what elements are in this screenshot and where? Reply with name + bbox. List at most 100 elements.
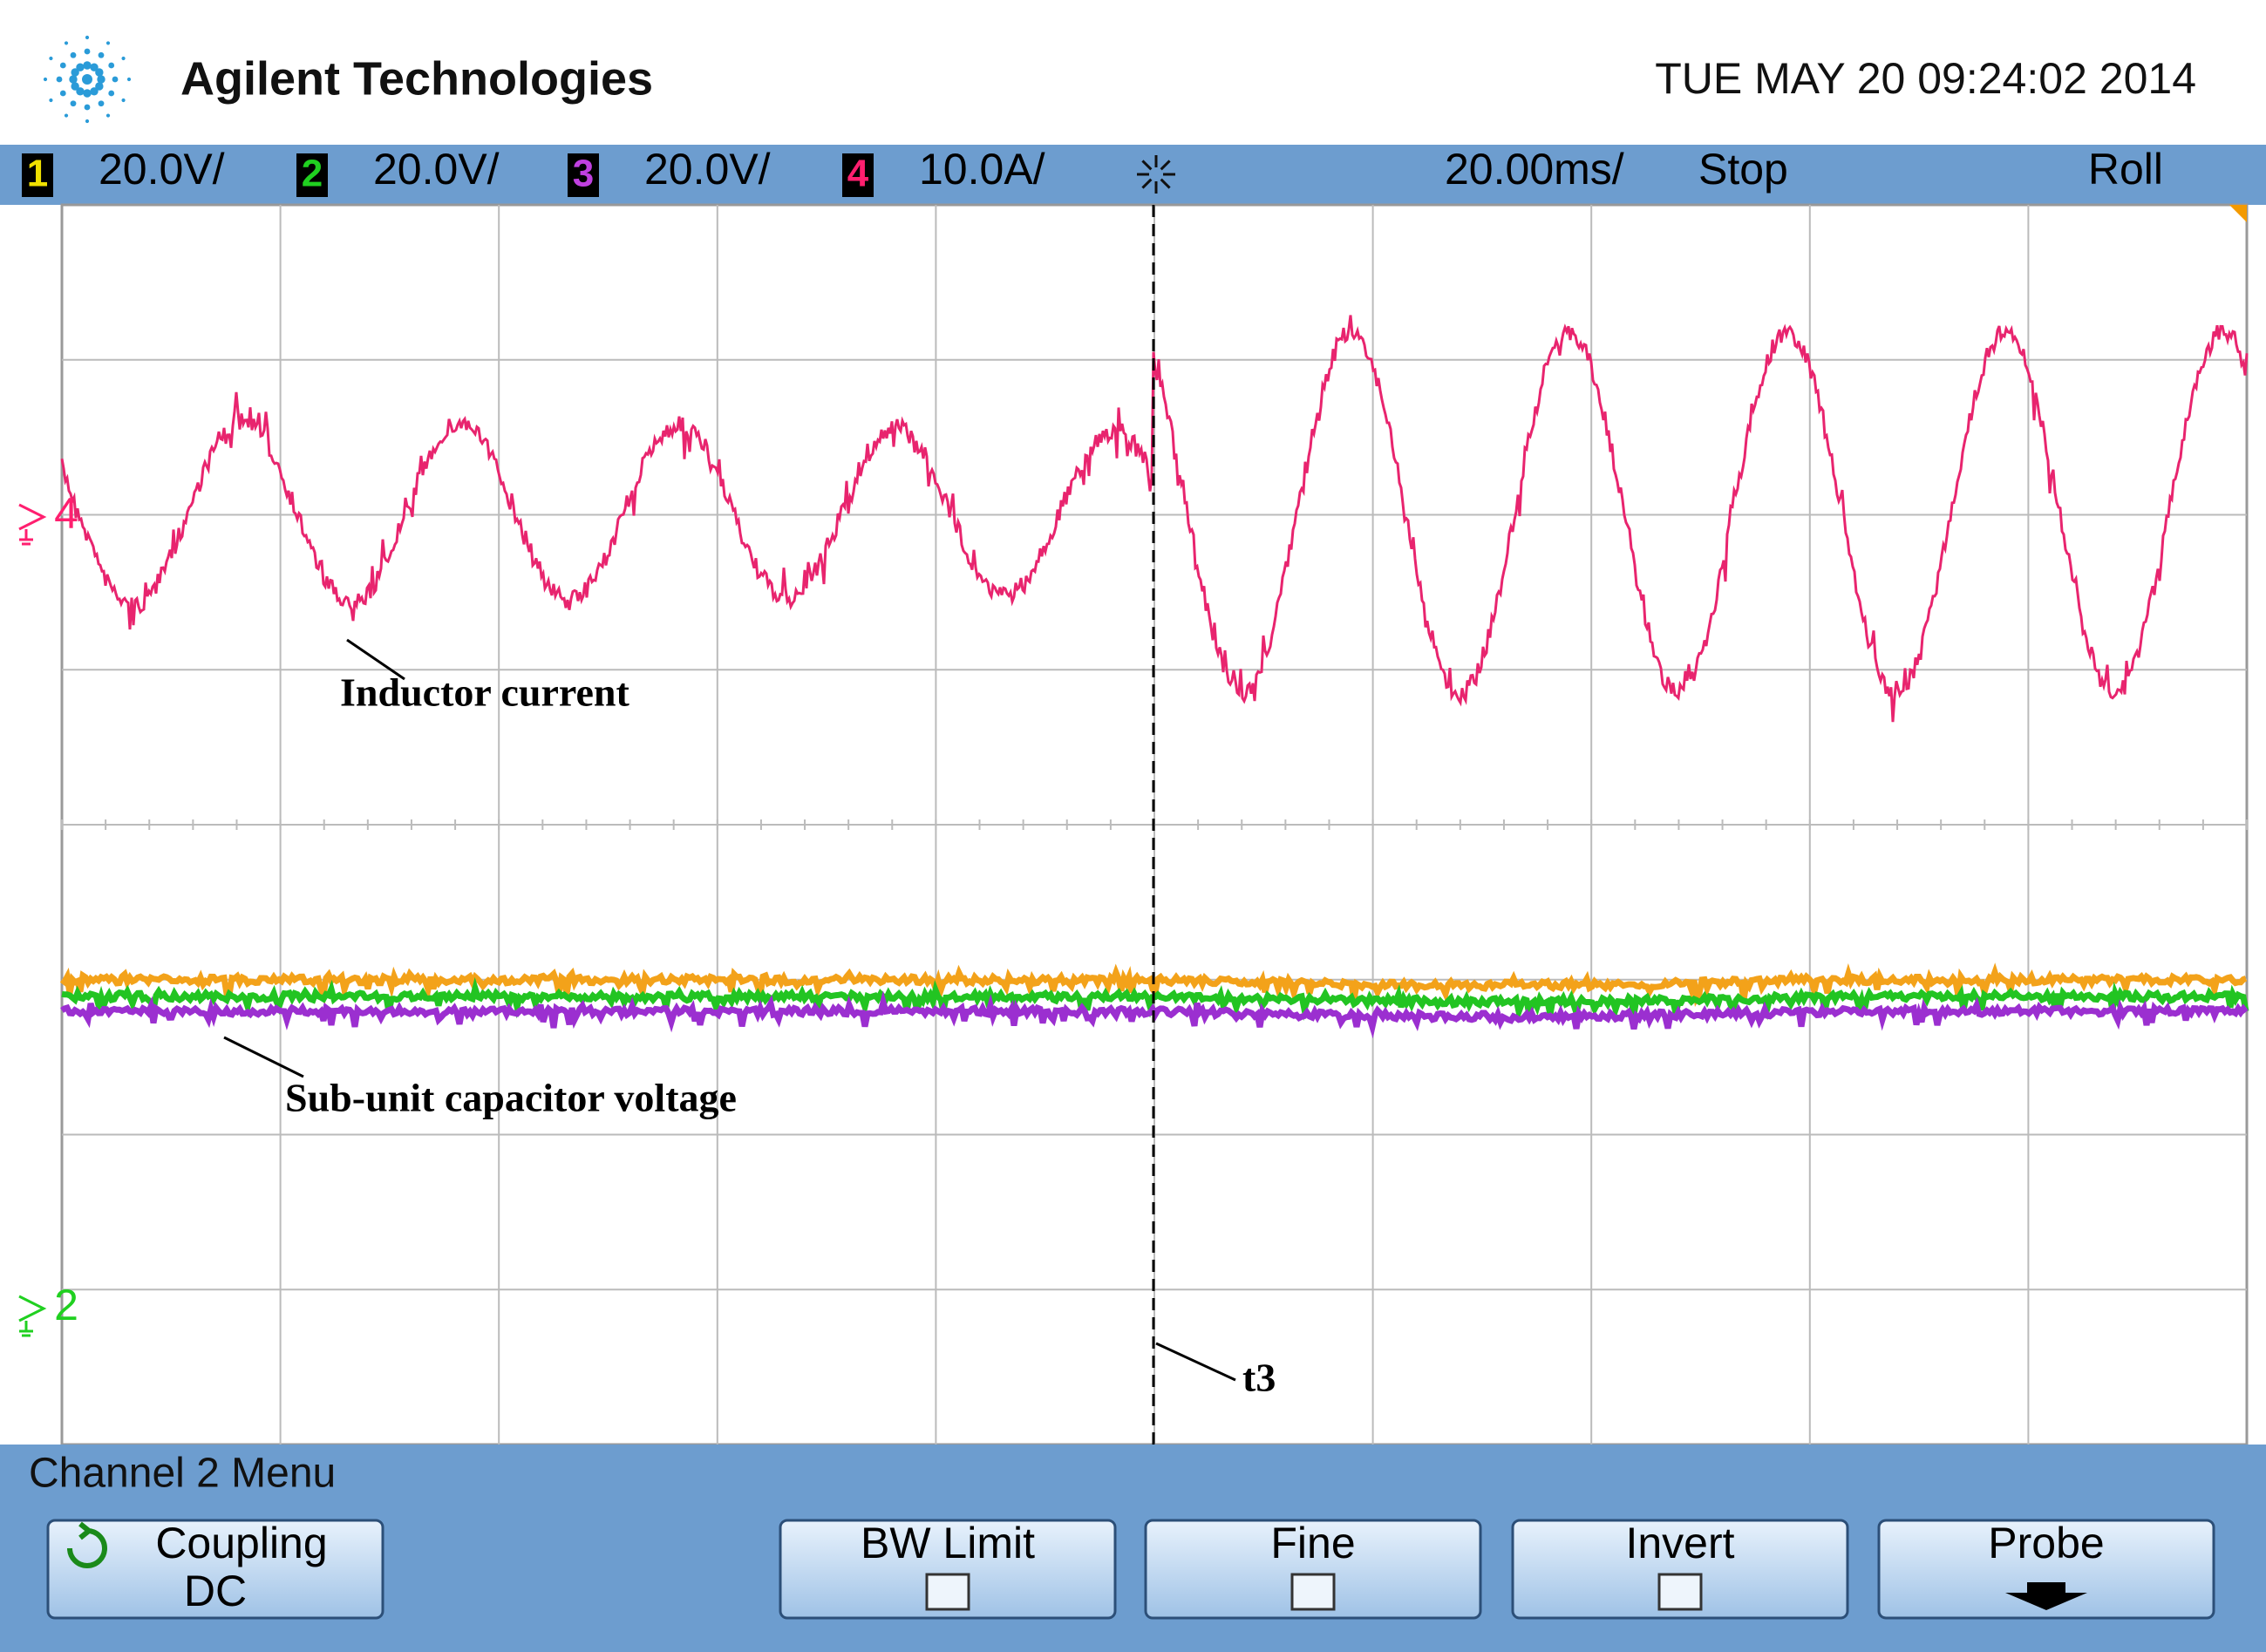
channel-scale: 20.0V/ — [373, 145, 500, 194]
logo-dot — [121, 98, 126, 103]
leader-line — [346, 638, 405, 681]
channel-badge — [568, 153, 599, 197]
softkey[interactable]: Invert — [1511, 1519, 1849, 1620]
softkey[interactable]: Probe — [1877, 1519, 2215, 1620]
logo-dot — [49, 56, 53, 61]
logo-dot — [105, 41, 111, 45]
logo-dot — [69, 75, 78, 84]
annotation: Inductor current — [340, 670, 629, 715]
corner-mark — [2229, 205, 2247, 222]
logo-dot — [76, 63, 85, 71]
checkbox — [1290, 1573, 1336, 1611]
checkbox — [1657, 1573, 1703, 1611]
channel-badge — [842, 153, 874, 197]
channel-number: 4 — [847, 153, 869, 195]
logo-dot — [59, 62, 66, 69]
logo-dot — [90, 63, 99, 71]
logo-dot — [82, 74, 92, 85]
trigger-ray — [1160, 178, 1171, 189]
logo-dot — [56, 76, 63, 83]
channel-settings: 1 20.0V/2 20.0V/3 20.0V/4 10.0A/ — [22, 145, 1045, 197]
logo-dot — [43, 77, 48, 82]
softkey-label: Invert — [1625, 1519, 1734, 1567]
annotation: t3 — [1242, 1356, 1276, 1400]
logo-dot — [83, 61, 92, 70]
marker-label: 2 — [54, 1281, 78, 1329]
ground-marker — [18, 503, 47, 546]
capacitor-voltage-trace — [59, 962, 2248, 1008]
logo-dot — [105, 113, 111, 118]
logo-dot — [84, 48, 91, 55]
channel-scale: 20.0V/ — [99, 145, 225, 194]
logo-dot — [83, 89, 92, 98]
trigger-ray — [1160, 160, 1171, 171]
menu-title: Channel 2 Menu — [29, 1451, 336, 1497]
channel-markers: 42 — [18, 489, 78, 1337]
run-state: Stop — [1698, 145, 1788, 194]
logo-dot — [49, 98, 53, 103]
probe-arrow — [2005, 1582, 2087, 1610]
channel-badge — [296, 153, 328, 197]
softkey-label: BW Limit — [861, 1519, 1035, 1567]
brand: Agilent Technologies — [180, 52, 653, 105]
softkey-bg — [46, 1519, 384, 1620]
logo-dot — [71, 82, 79, 91]
ground-marker — [18, 1295, 47, 1337]
logo-dot — [108, 90, 115, 97]
logo-dot — [121, 56, 126, 61]
logo-dot — [84, 104, 91, 111]
status-bar — [0, 145, 2266, 205]
logo-dot — [70, 51, 77, 58]
checkbox — [925, 1573, 970, 1611]
logo-dot — [64, 113, 69, 118]
logo-dot — [95, 68, 104, 77]
channel-number: 1 — [27, 153, 48, 195]
annotation: Sub-unit capacitor voltage — [285, 1076, 737, 1120]
logo — [43, 35, 132, 124]
logo-dot — [98, 51, 105, 58]
datetime: TUE MAY 20 09:24:02 2014 — [1655, 54, 2196, 103]
trigger-icon — [1137, 155, 1175, 194]
softkey-bg — [1144, 1519, 1482, 1620]
softkey-label: Fine — [1270, 1519, 1355, 1567]
logo-dot — [71, 68, 79, 77]
logo-dot — [64, 41, 69, 45]
channel-scale: 10.0A/ — [919, 145, 1045, 194]
softkey-label: Probe — [1988, 1519, 2104, 1567]
logo-dot — [59, 90, 66, 97]
logo-dot — [108, 62, 115, 69]
trigger-ray — [1141, 178, 1153, 189]
softkey-bg — [1511, 1519, 1849, 1620]
header-bg — [0, 0, 2266, 145]
leader-line — [223, 1036, 304, 1078]
logo-dot — [112, 76, 119, 83]
logo-dot — [97, 75, 105, 84]
logo-dot — [95, 82, 104, 91]
channel-number: 3 — [573, 153, 594, 195]
logo-dot — [126, 77, 132, 82]
logo-dot — [85, 119, 90, 124]
channel-number: 2 — [302, 153, 323, 195]
logo-dot — [70, 100, 77, 107]
logo-dot — [76, 87, 85, 96]
leader-line — [1155, 1342, 1236, 1382]
softkey[interactable]: Fine — [1144, 1519, 1482, 1620]
marker-label: 4 — [54, 489, 78, 538]
channel-scale: 20.0V/ — [644, 145, 771, 194]
softkey[interactable]: BW Limit — [779, 1519, 1117, 1620]
timebase: 20.00ms/ — [1445, 145, 1624, 194]
logo-dot — [90, 87, 99, 96]
mode: Roll — [2088, 145, 2163, 194]
softkey-bg — [779, 1519, 1117, 1620]
trigger-ray — [1141, 160, 1153, 171]
softkey-bg — [1877, 1519, 2215, 1620]
channel-badge — [22, 153, 53, 197]
softkey-label: Coupling — [155, 1519, 327, 1567]
softkey-value: DC — [184, 1567, 247, 1615]
logo-dot — [98, 100, 105, 107]
logo-dot — [85, 35, 90, 40]
coupling-icon — [67, 1521, 107, 1568]
